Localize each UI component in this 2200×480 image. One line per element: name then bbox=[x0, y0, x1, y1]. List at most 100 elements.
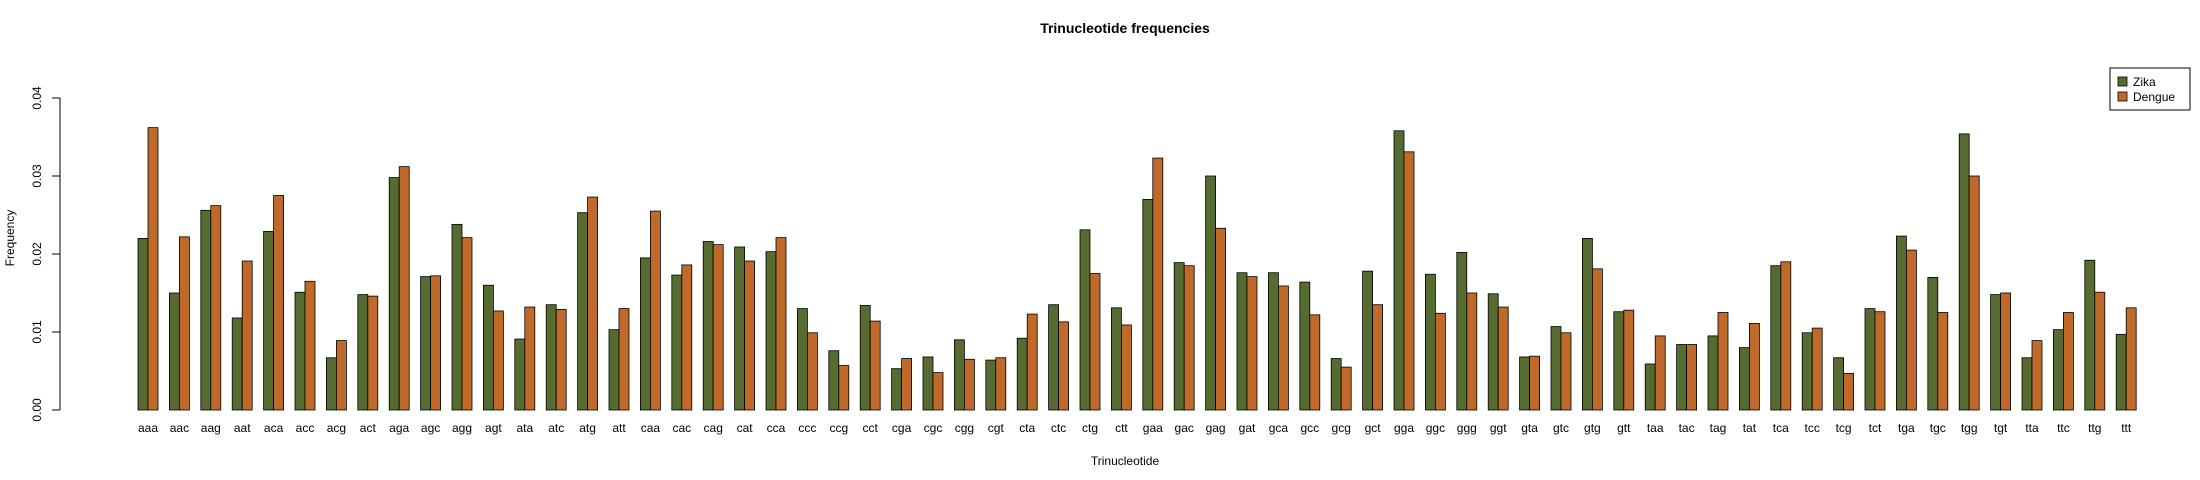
x-tick-label-tgc: tgc bbox=[1930, 421, 1946, 435]
x-tick-label-att: att bbox=[612, 421, 626, 435]
bar-zika-ggg bbox=[1456, 252, 1468, 411]
bar-dengue-aaa bbox=[147, 127, 159, 411]
bar-zika-cct bbox=[859, 305, 871, 411]
bar-dengue-ttt bbox=[2125, 307, 2137, 411]
bar-dengue-cta bbox=[1026, 313, 1038, 411]
bar-zika-aac bbox=[168, 292, 180, 411]
bar-zika-agg bbox=[451, 223, 463, 411]
x-tick-label-gga: gga bbox=[1394, 421, 1414, 435]
y-tick-label: 0.01 bbox=[30, 320, 44, 344]
y-axis: 0.00 0.01 0.02 0.03 0.04 bbox=[30, 86, 61, 422]
bar-dengue-cca bbox=[775, 237, 787, 411]
x-tick-label-gag: gag bbox=[1206, 421, 1226, 435]
bar-zika-ctc bbox=[1048, 304, 1059, 411]
y-axis-label: Frequency bbox=[3, 210, 17, 267]
bar-dengue-tcg bbox=[1843, 372, 1854, 411]
bar-zika-gta bbox=[1519, 356, 1530, 411]
x-tick-label-taa: taa bbox=[1647, 421, 1664, 435]
bar-zika-cgc bbox=[922, 356, 934, 411]
bar-dengue-aca bbox=[273, 195, 285, 411]
bar-zika-cta bbox=[1016, 337, 1028, 411]
bar-dengue-ggc bbox=[1435, 312, 1446, 411]
bar-zika-ttc bbox=[2052, 329, 2064, 411]
bar-zika-ggt bbox=[1487, 293, 1499, 411]
bar-dengue-gca bbox=[1278, 285, 1289, 411]
bar-dengue-tca bbox=[1780, 261, 1792, 411]
bar-dengue-cac bbox=[681, 264, 693, 411]
x-tick-label-acc: acc bbox=[296, 421, 315, 435]
legend-label-zika: Zika bbox=[2133, 75, 2156, 89]
bar-dengue-gct bbox=[1372, 304, 1383, 411]
x-tick-label-tcc: tcc bbox=[1805, 421, 1820, 435]
legend-box bbox=[2109, 67, 2191, 111]
x-tick-label-aca: aca bbox=[264, 421, 284, 435]
bar-zika-agc bbox=[420, 276, 432, 411]
bar-dengue-taa bbox=[1654, 335, 1666, 411]
y-tick-label: 0.04 bbox=[30, 86, 44, 110]
x-tick-label-cgt: cgt bbox=[988, 421, 1005, 435]
bar-zika-ata bbox=[514, 338, 526, 411]
x-tick-label-gac: gac bbox=[1175, 421, 1194, 435]
bar-dengue-cgg bbox=[964, 358, 975, 411]
bar-zika-tgg bbox=[1958, 133, 1970, 411]
bar-zika-agt bbox=[482, 284, 494, 411]
x-tick-label-agc: agc bbox=[421, 421, 440, 435]
bar-zika-taa bbox=[1644, 363, 1656, 411]
bar-zika-ttg bbox=[2084, 259, 2096, 411]
bar-zika-aaa bbox=[137, 237, 149, 411]
bar-zika-cat bbox=[734, 246, 745, 411]
bar-zika-gag bbox=[1205, 175, 1216, 411]
x-tick-label-cgg: cgg bbox=[955, 421, 974, 435]
bar-zika-aga bbox=[388, 177, 400, 411]
bar-zika-cgg bbox=[954, 339, 965, 411]
x-tick-label-ccc: ccc bbox=[798, 421, 816, 435]
bar-dengue-ctc bbox=[1058, 321, 1069, 411]
legend: Zika Dengue bbox=[2109, 67, 2191, 111]
bar-zika-gaa bbox=[1142, 198, 1154, 411]
x-tick-label-ttt: ttt bbox=[2121, 421, 2132, 435]
x-tick-label-ctg: ctg bbox=[1082, 421, 1098, 435]
x-tick-label-gaa: gaa bbox=[1143, 421, 1163, 435]
bar-zika-atg bbox=[577, 212, 588, 411]
bar-dengue-tgc bbox=[1937, 312, 1949, 411]
x-tick-label-gca: gca bbox=[1269, 421, 1289, 435]
bar-zika-tat bbox=[1739, 347, 1750, 411]
x-tick-label-act: act bbox=[360, 421, 377, 435]
x-axis-label: Trinucleotide bbox=[1091, 454, 1160, 468]
x-tick-label-aac: aac bbox=[170, 421, 189, 435]
bar-dengue-tcc bbox=[1811, 327, 1823, 411]
x-tick-label-caa: caa bbox=[641, 421, 661, 435]
bar-dengue-gag bbox=[1215, 227, 1226, 411]
x-tick-label-ttc: ttc bbox=[2057, 421, 2070, 435]
bar-zika-ccc bbox=[797, 308, 808, 411]
bar-zika-act bbox=[357, 294, 369, 411]
y-tick-label: 0.03 bbox=[30, 164, 44, 188]
bar-dengue-gga bbox=[1403, 151, 1415, 411]
bar-dengue-tat bbox=[1749, 323, 1760, 411]
bar-dengue-atg bbox=[587, 196, 598, 411]
x-tick-label-tat: tat bbox=[1743, 421, 1757, 435]
bar-dengue-aag bbox=[210, 205, 222, 411]
bar-zika-gga bbox=[1393, 130, 1405, 411]
x-tick-label-tta: tta bbox=[2025, 421, 2039, 435]
bar-dengue-agg bbox=[461, 237, 473, 411]
bar-zika-tca bbox=[1770, 265, 1782, 411]
bar-dengue-gtg bbox=[1592, 268, 1603, 411]
bar-dengue-aat bbox=[241, 260, 253, 411]
x-tick-label-tcg: tcg bbox=[1836, 421, 1852, 435]
bar-dengue-ttc bbox=[2062, 312, 2074, 411]
x-tick-label-cga: cga bbox=[892, 421, 912, 435]
x-tick-label-gta: gta bbox=[1521, 421, 1538, 435]
bar-dengue-tgt bbox=[2000, 292, 2011, 411]
bar-zika-aca bbox=[263, 230, 275, 411]
bar-dengue-agt bbox=[492, 310, 504, 411]
bar-dengue-cgc bbox=[932, 372, 944, 411]
x-tick-labels: aaa aac aag aat aca acc acg act aga agc agg agt ata a… bbox=[138, 421, 2132, 435]
bar-dengue-tga bbox=[1906, 249, 1917, 411]
bar-dengue-aga bbox=[398, 166, 410, 411]
bar-dengue-ttg bbox=[2094, 291, 2106, 411]
x-tick-label-ctc: ctc bbox=[1051, 421, 1066, 435]
bar-dengue-tta bbox=[2031, 340, 2043, 411]
bar-zika-att bbox=[608, 329, 620, 411]
bar-dengue-aac bbox=[178, 236, 190, 411]
